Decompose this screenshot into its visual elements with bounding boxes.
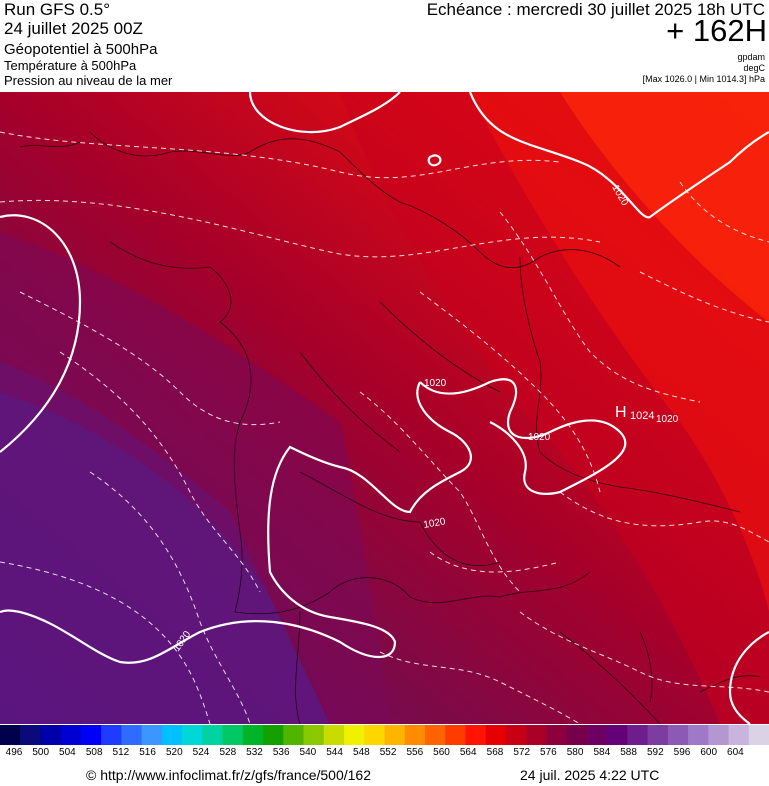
isotherms <box>0 131 769 724</box>
source-url[interactable]: © http://www.infoclimat.fr/z/gfs/france/… <box>86 767 371 783</box>
color-swatch <box>748 725 769 745</box>
color-swatch <box>667 725 689 745</box>
color-scale-label: 604 <box>727 747 744 758</box>
color-scale-labels: 496 500 504 508 512 516 520 524 528 532 536 540 544 5… <box>0 747 769 761</box>
isobar-label: 1020 <box>424 378 447 389</box>
color-scale-label: 580 <box>566 747 584 758</box>
weather-map[interactable]: 1020 1020 1020 1020 1020 1020 H 1024 <box>0 92 769 724</box>
color-swatch <box>404 725 426 745</box>
field-geopotential: Géopotentiel à 500hPa <box>4 41 158 58</box>
color-swatch <box>323 725 345 745</box>
color-swatch <box>242 725 264 745</box>
color-swatch <box>40 725 62 745</box>
color-scale-label: 528 <box>219 747 237 758</box>
run-label: Run GFS 0.5° <box>4 0 111 19</box>
color-scale-label: 512 <box>112 747 130 758</box>
map-canvas: 1020 1020 1020 1020 1020 1020 H 1024 <box>0 92 769 724</box>
color-scale-label: 576 <box>540 747 557 758</box>
color-scale-label: 516 <box>139 747 156 758</box>
color-swatch <box>80 725 102 745</box>
color-scale-label: 536 <box>272 747 290 758</box>
color-swatch <box>303 725 325 745</box>
color-swatch <box>101 725 122 745</box>
unit-geopotential: gpdam <box>737 52 765 62</box>
color-swatch <box>182 725 203 745</box>
color-swatch <box>708 725 730 745</box>
map-header: Run GFS 0.5° 24 juillet 2025 00Z Géopote… <box>0 0 769 92</box>
color-swatch <box>161 725 183 745</box>
color-scale-label: 564 <box>459 747 477 758</box>
color-swatch <box>445 725 466 745</box>
field-pressure: Pression au niveau de la mer <box>4 73 173 88</box>
isobar-label: 1020 <box>423 516 447 531</box>
generated-time: 24 juil. 2025 4:22 UTC <box>520 767 660 783</box>
color-swatch <box>465 725 487 745</box>
color-swatch <box>586 725 608 745</box>
color-scale-label: 548 <box>353 747 370 758</box>
color-swatch <box>505 725 527 745</box>
high-letter: H <box>615 404 627 421</box>
color-swatch <box>526 725 547 745</box>
color-scale-label: 560 <box>433 747 450 758</box>
color-scale-label: 584 <box>593 747 611 758</box>
valid-time: Echéance : mercredi 30 juillet 2025 18h … <box>426 0 765 19</box>
color-scale-label: 592 <box>646 747 664 758</box>
color-swatch <box>60 725 82 745</box>
color-swatch <box>485 725 507 745</box>
color-swatch <box>202 725 224 745</box>
color-swatch <box>263 725 284 745</box>
color-swatch <box>121 725 143 745</box>
color-scale-label: 500 <box>32 747 50 758</box>
color-scale-label: 556 <box>406 747 424 758</box>
color-scale-label: 596 <box>673 747 691 758</box>
unit-temperature: degC <box>743 63 765 73</box>
color-swatch <box>20 725 41 745</box>
color-scale-label: 524 <box>192 747 210 758</box>
band-588 <box>0 362 330 724</box>
color-swatch <box>688 725 709 745</box>
color-scale-label: 540 <box>299 747 317 758</box>
color-swatch <box>566 725 588 745</box>
color-swatch <box>627 725 649 745</box>
color-scale <box>0 725 769 745</box>
color-swatch <box>546 725 568 745</box>
color-swatch <box>728 725 750 745</box>
run-date: 24 juillet 2025 00Z <box>4 19 143 38</box>
high-pressure-marker: H 1024 <box>615 404 654 422</box>
color-scale-label: 532 <box>246 747 263 758</box>
color-scale-label: 572 <box>513 747 531 758</box>
color-scale-label: 568 <box>486 747 504 758</box>
color-scale-label: 504 <box>59 747 76 758</box>
color-scale-label: 544 <box>326 747 343 758</box>
color-swatch <box>283 725 305 745</box>
color-scale-label: 552 <box>379 747 397 758</box>
color-swatch <box>424 725 446 745</box>
isobar-label: 1020 <box>528 432 551 443</box>
color-swatch <box>141 725 163 745</box>
isobars <box>0 92 769 724</box>
color-scale-label: 588 <box>620 747 637 758</box>
pressure-min-max: [Max 1026.0 | Min 1014.3] hPa <box>642 74 765 84</box>
lead-time: + 162H <box>666 13 767 48</box>
color-scale-label: 508 <box>85 747 103 758</box>
color-swatch <box>364 725 385 745</box>
color-scale-label: 520 <box>165 747 183 758</box>
isobar-label: 1020 <box>656 414 679 425</box>
color-swatch <box>0 725 21 745</box>
color-swatch <box>647 725 669 745</box>
color-swatch <box>384 725 406 745</box>
color-scale-label: 600 <box>700 747 718 758</box>
color-scale-label: 496 <box>5 747 23 758</box>
field-temperature: Température à 500hPa <box>4 58 137 73</box>
high-value: 1024 <box>630 410 654 422</box>
color-swatch <box>222 725 244 745</box>
color-swatch <box>344 725 365 745</box>
color-swatch <box>607 725 628 745</box>
